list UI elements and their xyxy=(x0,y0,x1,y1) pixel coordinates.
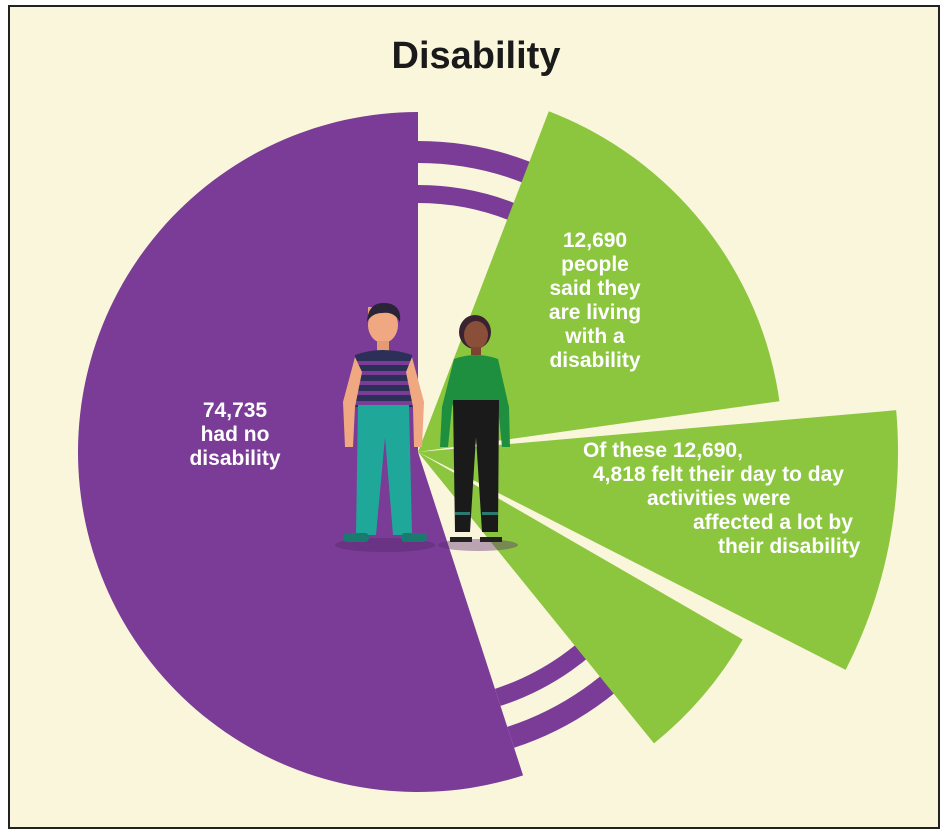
woman-figure-icon xyxy=(438,315,518,551)
pie-slice-disability xyxy=(418,111,780,453)
disability-text-line: are living xyxy=(548,301,642,324)
no-disability-label: 74,735 had no disability xyxy=(150,399,320,471)
affected-a-lot-label: Of these 12,690, 4,818 felt their day to… xyxy=(575,439,875,559)
affected-text-line: activities were xyxy=(647,487,791,510)
disability-pie-chart xyxy=(77,111,898,792)
infographic-frame: Disability 74,735 had no disability 12,6… xyxy=(8,5,940,829)
no-disability-value: 74,735 xyxy=(202,399,268,422)
disability-value: 12,690 xyxy=(562,229,628,252)
disability-text-line: disability xyxy=(549,349,641,372)
affected-text-line: affected a lot by xyxy=(693,511,853,534)
pie-slice-no-disability xyxy=(77,112,524,792)
disability-text-line: said they xyxy=(549,277,641,300)
disability-label: 12,690 people said they are living with … xyxy=(520,229,670,373)
pie-slice-disability-other xyxy=(418,452,743,744)
disability-text-line: with a xyxy=(565,325,625,348)
no-disability-text-line: had no xyxy=(200,423,270,446)
affected-text-line: 4,818 felt their day to day xyxy=(593,463,844,486)
man-figure-icon xyxy=(335,302,435,552)
affected-text-line: Of these 12,690, xyxy=(583,439,743,462)
chart-title: Disability xyxy=(391,35,561,77)
pie-slice-affected-a-lot xyxy=(418,410,898,670)
no-disability-text-line: disability xyxy=(189,447,281,470)
disability-text-line: people xyxy=(561,253,629,276)
affected-text-line: their disability xyxy=(718,535,861,558)
